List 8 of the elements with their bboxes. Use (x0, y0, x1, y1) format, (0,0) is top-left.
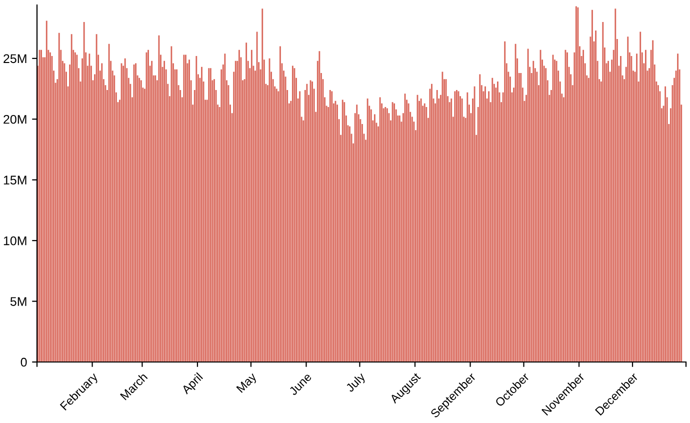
x-tick-label: May (236, 372, 259, 395)
y-tick-label: 0 (20, 358, 27, 367)
y-tick-label: 15M (4, 176, 26, 185)
y-tick-label: 5M (10, 297, 26, 306)
y-tick-label: 25M (4, 54, 26, 64)
y-tick-label: 10M (4, 236, 26, 246)
y-tick-label: 20M (4, 114, 26, 124)
x-tick-label: July (345, 372, 368, 394)
